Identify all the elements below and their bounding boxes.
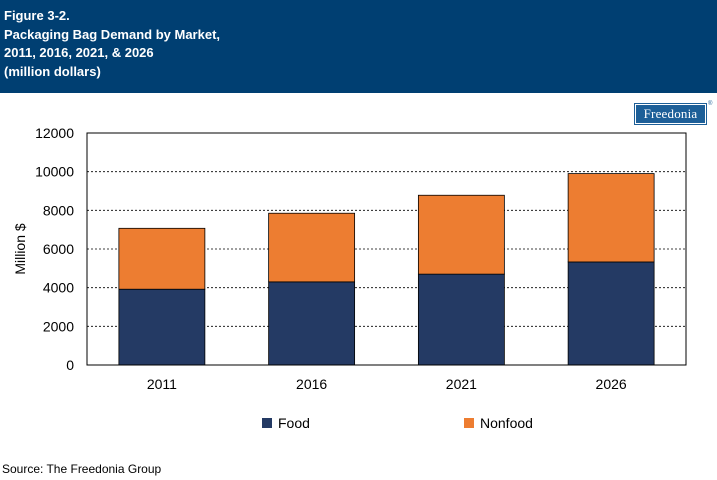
y-tick-label: 6000 (43, 241, 74, 257)
figure-title: Packaging Bag Demand by Market, (4, 26, 221, 42)
x-tick-label: 2026 (596, 376, 627, 392)
legend-swatch-nonfood (464, 418, 474, 428)
bar-nonfood-2011 (118, 227, 206, 290)
legend-swatch-food (262, 418, 272, 428)
stacked-bar-chart: 0 2000 4000 6000 8000 10000 12000 2011 2016 2021… (12, 125, 687, 392)
freedonia-logo: Freedonia (634, 103, 707, 125)
x-axis-ticks: 2011 2016 2021 2026 (147, 376, 627, 392)
figure-units: (million dollars) (4, 63, 101, 79)
legend-label-food: Food (278, 415, 310, 431)
bar-nonfood-2026 (567, 173, 655, 263)
legend-label-nonfood: Nonfood (480, 415, 533, 431)
figure-header: Figure 3-2. Packaging Bag Demand by Mark… (0, 0, 717, 93)
chart-bars (118, 173, 655, 366)
x-tick-label: 2016 (296, 376, 327, 392)
legend-item-nonfood: Nonfood (464, 415, 533, 431)
bar-nonfood-2016 (268, 212, 356, 283)
y-tick-label: 10000 (35, 164, 74, 180)
y-axis-ticks: 0 2000 4000 6000 8000 10000 12000 (35, 125, 74, 373)
x-tick-label: 2021 (446, 376, 477, 392)
y-tick-label: 0 (66, 357, 74, 373)
y-tick-label: 12000 (35, 125, 74, 141)
y-axis-label: Million $ (12, 223, 28, 275)
source-note: Source: The Freedonia Group (2, 462, 162, 476)
bar-nonfood-2021 (417, 194, 505, 275)
y-tick-label: 8000 (43, 202, 74, 218)
bar-food-2026 (567, 261, 655, 366)
y-tick-label: 4000 (43, 280, 74, 296)
y-tick-label: 2000 (43, 318, 74, 334)
logo-registered-mark: ® (708, 101, 713, 107)
bar-food-2011 (118, 288, 206, 366)
figure-number: Figure 3-2. (4, 8, 70, 23)
legend-item-food: Food (262, 415, 310, 431)
bar-food-2016 (268, 281, 356, 366)
figure-years: 2011, 2016, 2021, & 2026 (4, 45, 154, 60)
plot-area-frame (86, 132, 687, 366)
chart-legend: Food Nonfood (0, 415, 717, 433)
logo-text: Freedonia (636, 105, 705, 123)
x-tick-label: 2011 (147, 376, 177, 392)
bar-food-2021 (417, 273, 505, 366)
